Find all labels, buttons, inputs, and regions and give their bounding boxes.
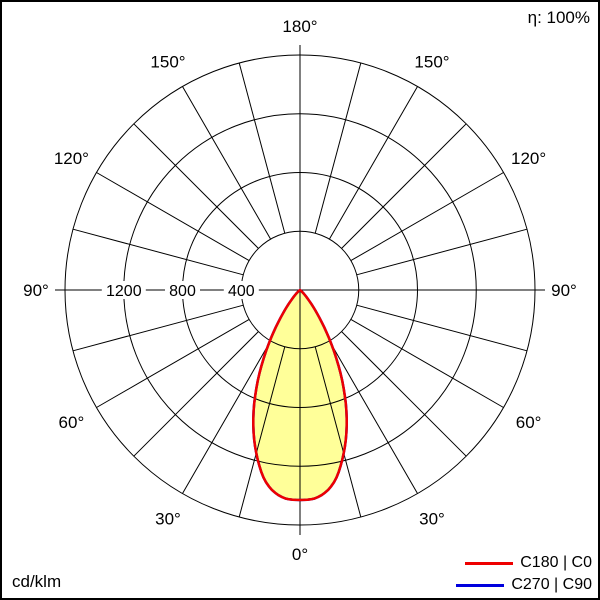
legend: C180 | C0 C270 | C90 [456, 554, 592, 594]
angle-label: 120° [54, 149, 89, 168]
grid-radial-line [238, 346, 286, 518]
grid-radial-line [341, 123, 467, 249]
grid-radial-line [238, 62, 286, 234]
tick-label-backing [101, 281, 146, 299]
angle-label: 180° [282, 17, 317, 36]
angle-label: 0° [292, 545, 308, 564]
radial-tick-label: 400 [228, 283, 255, 300]
grid-radial-line [182, 86, 272, 240]
angle-label: 60° [516, 413, 542, 432]
grid-radial-line [96, 318, 250, 408]
grid-radial-line [350, 172, 504, 262]
legend-item: C270 | C90 [456, 576, 592, 594]
angle-label: 150° [414, 52, 449, 71]
grid-radial-line [328, 86, 418, 240]
angle-label: 120° [511, 149, 546, 168]
unit-label: cd/klm [12, 572, 62, 591]
grid-radial-line [72, 304, 244, 352]
angle-label: 150° [150, 52, 185, 71]
angle-label: 30° [419, 510, 445, 529]
grid-radial-line [72, 228, 244, 276]
legend-label: C270 | C90 [511, 576, 592, 593]
legend-line-swatch [456, 583, 505, 587]
grid-radial-line [133, 123, 259, 249]
radial-tick-label: 800 [169, 283, 196, 300]
radial-tick-label: 1200 [106, 283, 142, 300]
legend-line-swatch [465, 561, 514, 565]
tick-label-backing [165, 281, 200, 299]
grid-radial-line [96, 172, 250, 262]
tick-label-backing [223, 281, 259, 299]
angle-label: 60° [59, 413, 85, 432]
grid-radial-line [133, 331, 259, 457]
grid-radial-line [350, 318, 504, 408]
grid-radial-line [328, 340, 418, 494]
legend-item: C180 | C0 [456, 554, 592, 572]
grid-radial-line [356, 228, 528, 276]
angle-label: 90° [551, 281, 577, 300]
grid-radial-line [341, 331, 467, 457]
legend-label: C180 | C0 [520, 554, 592, 571]
grid-radial-line [314, 62, 362, 234]
angle-label: 30° [155, 510, 181, 529]
efficiency-label: η: 100% [527, 8, 590, 27]
grid-radial-line [356, 304, 528, 352]
grid-radial-line [182, 340, 272, 494]
grid-radial-line [314, 346, 362, 518]
angle-label: 90° [23, 281, 49, 300]
intensity-curve-c180c0 [252, 288, 348, 502]
